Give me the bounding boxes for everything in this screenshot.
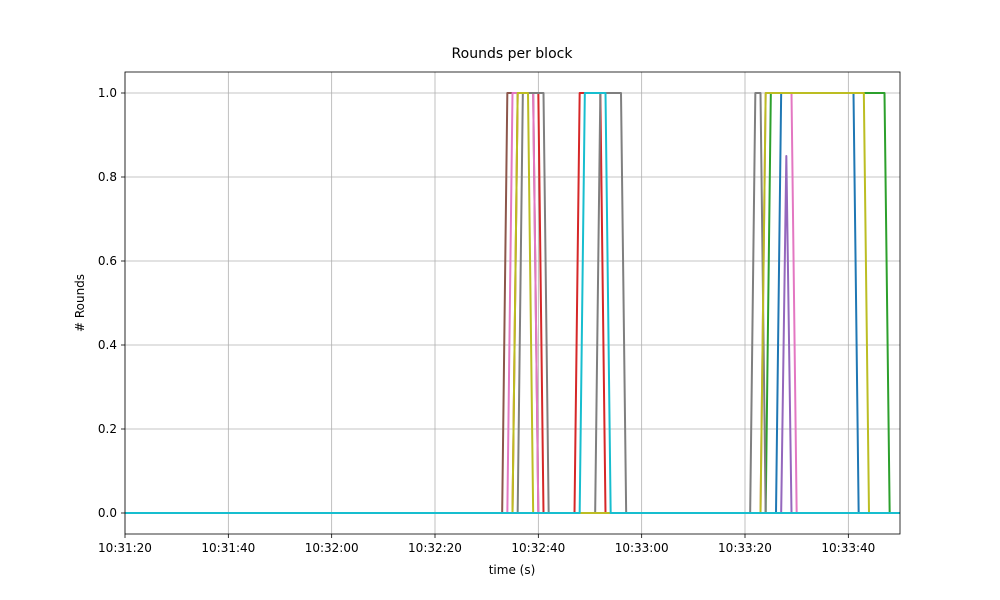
y-tick-label: 1.0 — [98, 86, 117, 100]
x-tick-label: 10:33:40 — [821, 541, 875, 555]
y-tick-label: 0.4 — [98, 338, 117, 352]
chart-title: Rounds per block — [452, 46, 574, 62]
x-tick-label: 10:31:40 — [201, 541, 255, 555]
x-tick-label: 10:33:00 — [615, 541, 669, 555]
y-tick-label: 0.2 — [98, 422, 117, 436]
plot-frame — [124, 71, 901, 535]
y-tick-label: 0.6 — [98, 254, 117, 268]
y-tick-label: 0.8 — [98, 170, 117, 184]
x-tick-label: 10:32:00 — [305, 541, 359, 555]
y-tick-label: 0.0 — [98, 506, 117, 520]
y-axis-label: # Rounds — [73, 274, 87, 332]
x-tick-label: 10:32:40 — [511, 541, 565, 555]
x-tick-label: 10:33:20 — [718, 541, 772, 555]
series-line — [125, 92, 900, 514]
x-tick-label: 10:32:20 — [408, 541, 462, 555]
x-axis-label: time (s) — [489, 563, 536, 577]
x-tick-label: 10:31:20 — [98, 541, 152, 555]
